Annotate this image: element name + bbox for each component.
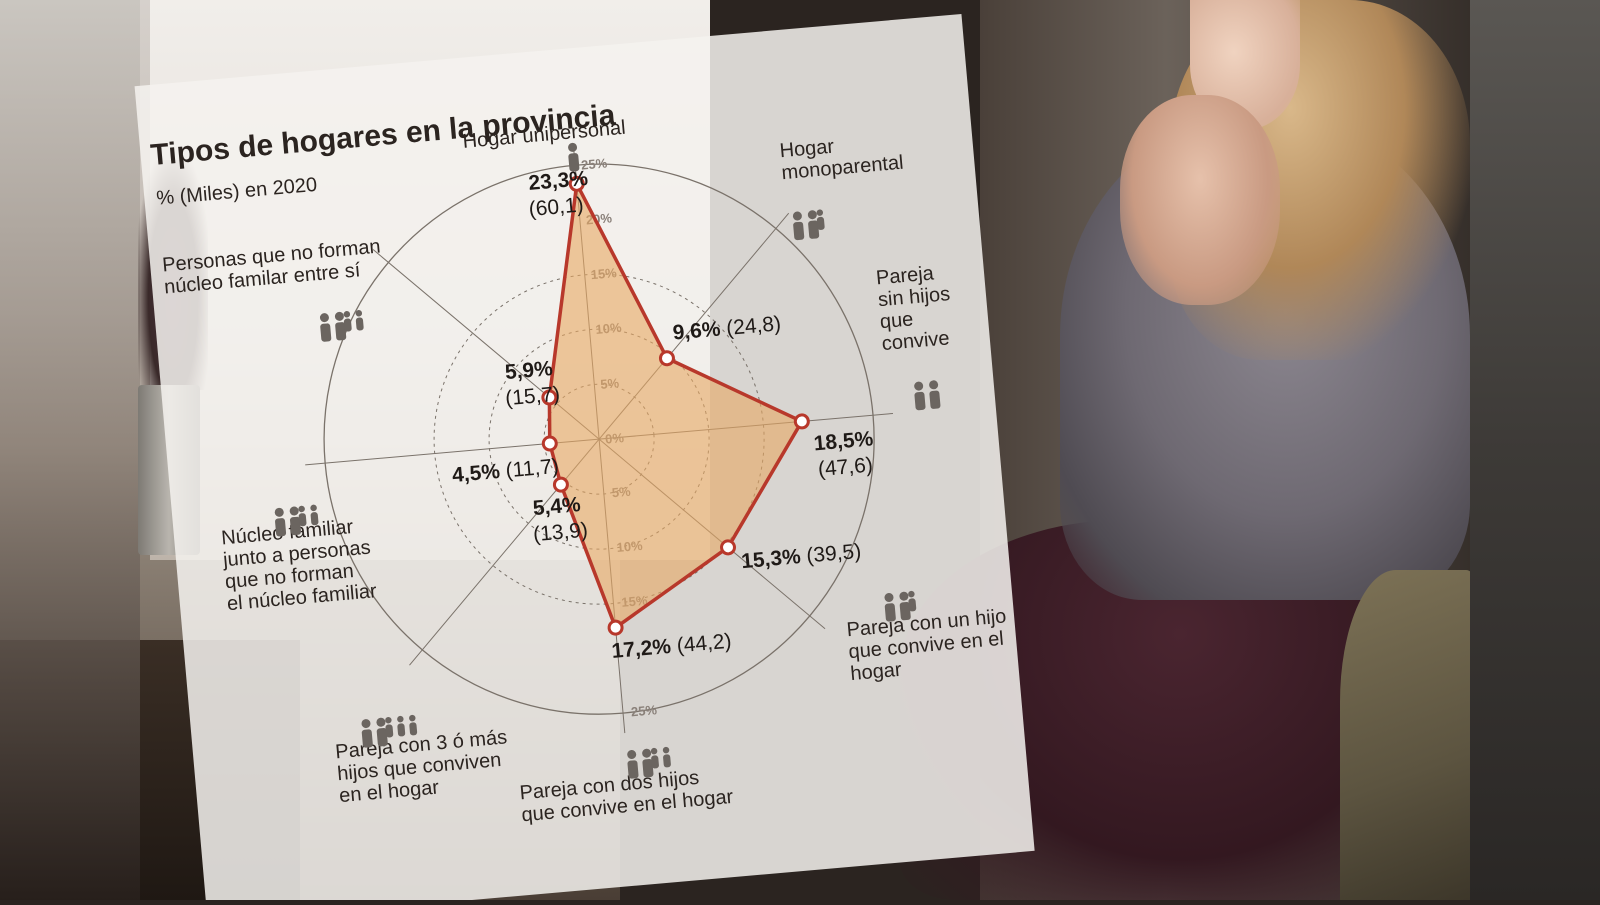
person-hand [1120, 95, 1280, 305]
left-blur-edge [0, 0, 140, 900]
plant-icon [138, 160, 208, 390]
armchair [1340, 570, 1480, 900]
window-light [150, 0, 710, 560]
plant-pot [138, 385, 200, 555]
right-blur-edge [1470, 0, 1600, 900]
